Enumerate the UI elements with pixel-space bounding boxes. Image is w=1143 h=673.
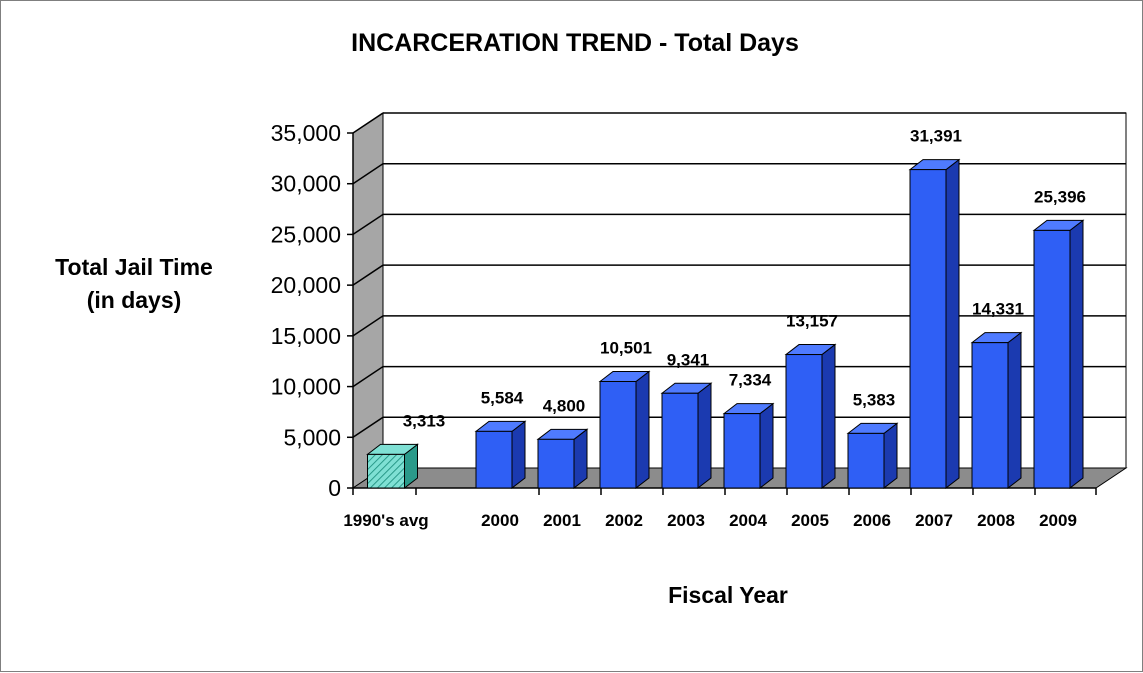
y-tick-label: 0 [328,475,341,501]
chart-title: INCARCERATION TREND - Total Days [351,29,799,57]
data-label: 7,334 [729,371,772,390]
data-label: 25,396 [1034,187,1086,206]
plot-area: 0 5,000 10,000 15,000 20,000 25,000 30,000 35,0… [271,112,1128,530]
bar-side [945,158,960,490]
bar-side [883,422,898,490]
gridline-diagonal [352,315,384,337]
bar-1990s-avg [367,453,405,489]
gridline-diagonal [352,213,384,236]
bar-side [759,402,774,490]
bar-side [635,370,650,490]
x-tick-label: 2000 [481,511,519,530]
x-tick-label: 1990's avg [343,511,428,530]
x-tick-label: 2002 [605,511,643,530]
bar-side [697,382,712,490]
gridline-diagonal [352,163,384,185]
y-tick-label: 35,000 [271,120,341,146]
bar-2001 [537,438,575,489]
bar-2007 [909,169,947,489]
data-label: 13,157 [786,312,838,331]
y-tick-label: 20,000 [271,272,341,298]
gridline-diagonal [352,416,384,438]
y-tick-label: 15,000 [271,323,341,349]
gridline-diagonal [352,112,384,134]
data-label: 9,341 [667,350,710,369]
y-axis-label-line2: (in days) [87,287,182,313]
bar-2004 [723,413,761,489]
data-label: 10,501 [600,338,652,357]
bar-2002 [599,380,637,489]
y-tick-label: 10,000 [271,374,341,400]
gridline-diagonal [352,365,384,388]
data-label: 5,383 [853,390,896,409]
x-tick-label: 2006 [853,511,891,530]
x-tick-label: 2004 [729,511,767,530]
x-tick-label: 2008 [977,511,1015,530]
x-tick-label: 2003 [667,511,705,530]
data-label: 14,331 [972,300,1024,319]
data-label: 4,800 [543,396,586,415]
x-tick-label: 2009 [1039,511,1077,530]
bar-2005 [785,354,823,489]
data-label: 31,391 [910,127,962,146]
x-tick-label: 2007 [915,511,953,530]
x-tick-label: 2005 [791,511,829,530]
bar-2000 [475,430,513,489]
bar-2009 [1033,229,1071,489]
bar-2006 [847,432,885,489]
gridline-diagonal [352,264,384,286]
y-axis-label-line1: Total Jail Time [55,254,213,280]
bar-2003 [661,392,699,489]
side-wall [352,112,384,489]
bar-2008 [971,342,1009,489]
x-tick-label: 2001 [543,511,581,530]
x-axis-label: Fiscal Year [668,582,788,608]
data-label: 3,313 [403,411,446,430]
bar-side [821,343,836,490]
y-tick-label: 5,000 [283,424,341,450]
bar-side [1069,219,1084,490]
bar-side [1007,331,1022,490]
data-label: 5,584 [481,388,524,407]
y-tick-label: 30,000 [271,171,341,197]
y-tick-label: 25,000 [271,221,341,247]
bar-side [511,420,526,490]
